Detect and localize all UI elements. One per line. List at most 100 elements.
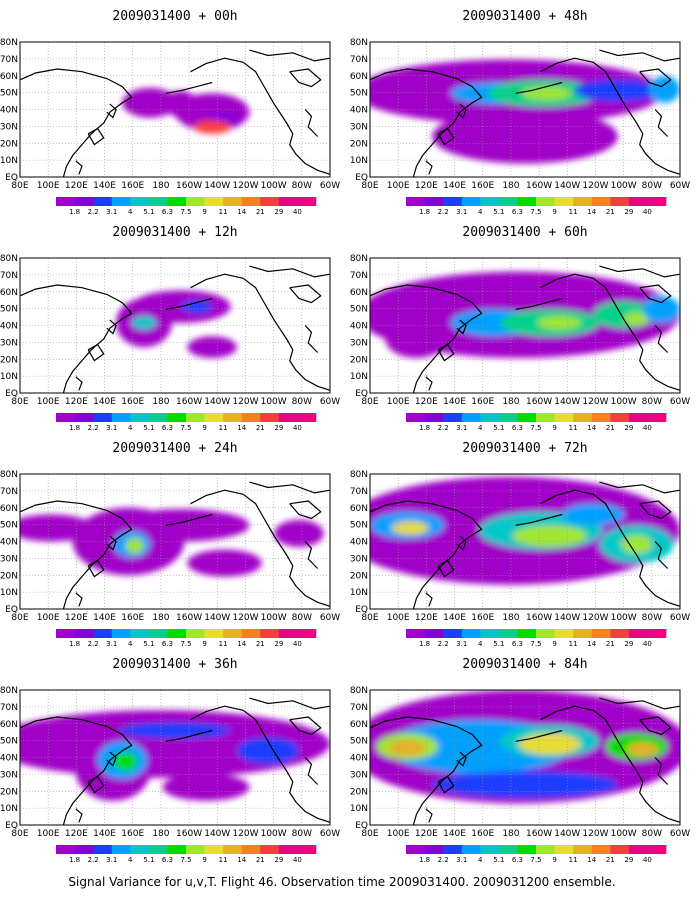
colorbar-tick-label: 3.1 <box>456 424 467 432</box>
colorbar-swatch <box>536 413 555 422</box>
longitude-label: 100W <box>261 397 287 407</box>
colorbar-swatch <box>406 845 425 854</box>
colorbar-tick-label: 29 <box>274 208 283 216</box>
coastlines <box>20 49 330 177</box>
colorbar-swatch <box>554 197 574 206</box>
colorbar-swatch <box>628 845 648 854</box>
longitude-label: 80W <box>292 181 312 191</box>
coastlines <box>370 697 680 825</box>
colorbar-tick-label: 29 <box>274 640 283 648</box>
colorbar-tick-label: 5.1 <box>493 856 504 864</box>
colorbar-tick-label: 4 <box>128 856 133 864</box>
longitude-label: 60W <box>320 613 340 623</box>
colorbar-tick-label: 3.1 <box>106 424 117 432</box>
colorbar-swatch <box>424 845 444 854</box>
latitude-label: 40N <box>0 754 18 764</box>
latitude-label: 60N <box>0 288 18 298</box>
colorbar-swatch <box>148 629 168 638</box>
colorbar-tick-label: 29 <box>624 424 633 432</box>
colorbar-swatch <box>647 197 667 206</box>
colorbar-swatch <box>204 413 224 422</box>
colorbar-tick-label: 3.1 <box>456 856 467 864</box>
longitude-label: 160E <box>471 181 494 191</box>
colorbar-swatch <box>260 413 280 422</box>
colorbar-tick-label: 11 <box>569 208 578 216</box>
colorbar-tick-label: 1.8 <box>419 856 430 864</box>
longitude-label: 120E <box>65 181 88 191</box>
latitude-label: 20N <box>0 139 18 149</box>
longitude-label: 80W <box>292 829 312 839</box>
colorbar-swatch <box>628 197 648 206</box>
latitude-label: 60N <box>350 504 368 514</box>
colorbar-tick-label: 14 <box>237 424 246 432</box>
variance-contour <box>574 79 662 102</box>
longitude-label: 120E <box>415 829 438 839</box>
colorbar-swatch <box>591 845 611 854</box>
colorbar-tick-label: 29 <box>274 424 283 432</box>
latitude-label: 20N <box>0 571 18 581</box>
longitude-label: 60W <box>320 181 340 191</box>
variance-contour <box>113 752 138 771</box>
colorbar-tick-label: 29 <box>624 208 633 216</box>
longitude-label: 80W <box>642 181 662 191</box>
colorbar-tick-label: 40 <box>293 856 302 864</box>
colorbar-swatch <box>573 845 593 854</box>
latitude-label: 50N <box>0 89 18 99</box>
colorbar-swatch <box>536 629 555 638</box>
longitude-label: 180 <box>502 829 519 839</box>
longitude-label: 140W <box>204 181 230 191</box>
latitude-label: 50N <box>0 521 18 531</box>
latitude-label: 20N <box>0 355 18 365</box>
colorbar-tick-label: 1.8 <box>69 856 80 864</box>
map-frame <box>19 689 331 826</box>
longitude-label: 120W <box>582 613 608 623</box>
longitude-label: 180 <box>152 613 169 623</box>
colorbar-swatch <box>186 845 205 854</box>
colorbar: 1.8 2.2 3.1 4 5.1 6.3 7.5 9 11 14 21 29 40 <box>56 197 317 216</box>
longitude-label: 100E <box>37 397 60 407</box>
variance-field <box>370 476 680 585</box>
longitude-label: 160W <box>176 181 202 191</box>
colorbar-tick-label: 5.1 <box>493 424 504 432</box>
longitude-label: 180 <box>502 613 519 623</box>
longitude-label: 140E <box>443 181 466 191</box>
latitude-label: 30N <box>0 770 18 780</box>
colorbar-tick-label: 40 <box>643 424 652 432</box>
colorbar-swatch <box>517 845 537 854</box>
variance-contour <box>521 86 572 101</box>
colorbar-swatch <box>130 629 150 638</box>
colorbar-swatch <box>480 845 500 854</box>
longitude-label: 60W <box>670 397 690 407</box>
colorbar-tick-label: 7.5 <box>530 640 541 648</box>
colorbar-tick-label: 4 <box>478 424 483 432</box>
colorbar: 1.8 2.2 3.1 4 5.1 6.3 7.5 9 11 14 21 29 40 <box>406 845 667 864</box>
map-panel: 2009031400 + 00h EQ 10N 20N 30N 40N 50N 60N 70N 8… <box>0 9 340 216</box>
longitude-label: 120E <box>415 397 438 407</box>
colorbar-tick-label: 21 <box>606 640 615 648</box>
colorbar-tick-label: 5.1 <box>143 424 154 432</box>
longitude-label: 100E <box>37 181 60 191</box>
colorbar-swatch <box>111 629 131 638</box>
colorbar-tick-label: 14 <box>237 856 246 864</box>
colorbar-tick-label: 21 <box>606 208 615 216</box>
colorbar-swatch <box>223 197 243 206</box>
longitude-label: 100W <box>611 613 637 623</box>
colorbar-swatch <box>186 413 205 422</box>
variance-contour <box>391 521 429 535</box>
colorbar-swatch <box>480 629 500 638</box>
colorbar-swatch <box>204 845 224 854</box>
colorbar-swatch <box>74 845 94 854</box>
colorbar-swatch <box>74 197 94 206</box>
colorbar-swatch <box>278 413 298 422</box>
longitude-label: 160E <box>471 397 494 407</box>
map-area <box>20 258 330 393</box>
longitude-label: 140W <box>204 397 230 407</box>
coastlines <box>370 49 680 177</box>
colorbar-swatch <box>204 629 224 638</box>
colorbar-tick-label: 14 <box>587 208 596 216</box>
latitude-label: 70N <box>350 271 368 281</box>
colorbar-swatch <box>647 845 667 854</box>
variance-contour <box>518 733 581 755</box>
longitude-label: 80E <box>11 613 28 623</box>
